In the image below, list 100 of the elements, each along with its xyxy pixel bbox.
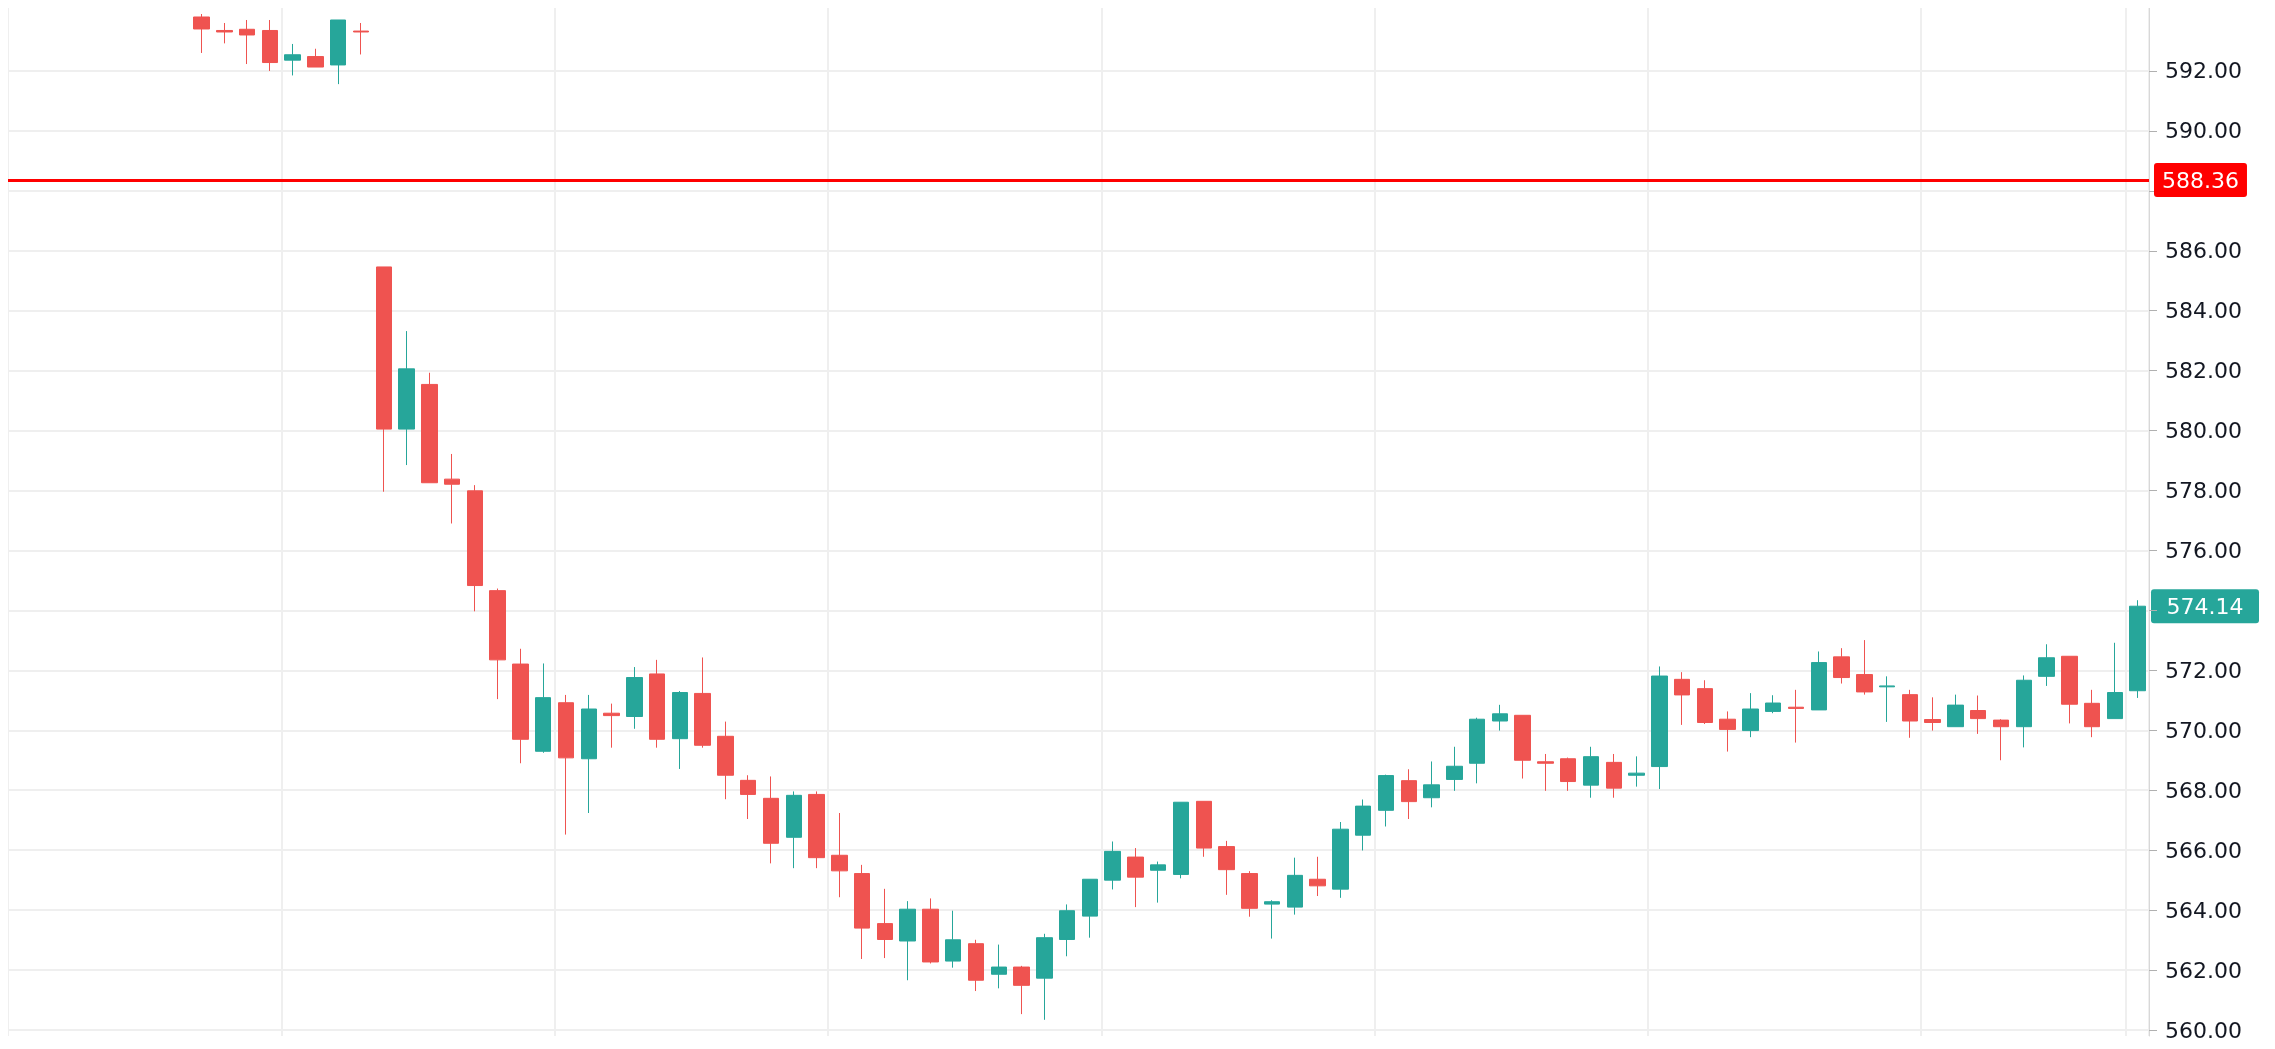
candlestick — [1560, 757, 1576, 792]
candlestick — [1104, 840, 1121, 890]
candlestick — [2084, 689, 2100, 738]
y-tick-label: 590.00 — [2165, 118, 2242, 144]
candlestick — [2016, 674, 2032, 748]
candlestick — [854, 864, 870, 960]
candlestick — [1651, 665, 1668, 790]
candlestick — [1993, 718, 2009, 761]
candlestick — [603, 703, 620, 749]
candlestick — [1765, 694, 1781, 714]
candlestick — [376, 266, 392, 493]
candlestick — [1401, 768, 1417, 820]
candlestick — [808, 790, 825, 869]
candlestick — [694, 656, 711, 749]
y-tick-label: 566.00 — [2165, 837, 2242, 863]
candlestick — [193, 13, 210, 54]
candlestick — [1196, 800, 1212, 858]
candlestick — [1218, 840, 1235, 896]
candlestick — [1879, 675, 1895, 723]
candlestick — [1264, 899, 1280, 940]
candlestick — [1697, 679, 1713, 725]
candlestick — [1674, 671, 1690, 726]
y-tick-label: 578.00 — [2165, 478, 2242, 504]
candlestick — [2061, 655, 2078, 724]
y-tick-label: 582.00 — [2165, 358, 2242, 384]
candlestick — [1788, 689, 1804, 744]
candlestick — [535, 662, 551, 754]
candlestick — [330, 19, 346, 85]
candlestick — [284, 43, 301, 76]
candlestick — [216, 22, 233, 44]
candlestick — [786, 790, 802, 869]
candlestick — [1833, 647, 1850, 685]
candlestick — [1173, 801, 1189, 879]
candlestick — [922, 897, 939, 964]
candlestick — [2129, 599, 2146, 699]
candlestick — [1856, 639, 1873, 696]
candlestick — [991, 944, 1007, 989]
candlestick — [489, 588, 506, 700]
candlestick — [1355, 799, 1371, 851]
candlestick — [1423, 760, 1440, 808]
ref-line-label: 588.36 — [2162, 167, 2239, 193]
y-tick-label: 562.00 — [2165, 957, 2242, 983]
candlestick — [1059, 903, 1075, 957]
candlestick — [1947, 694, 1964, 728]
candlestick — [1013, 965, 1030, 1015]
candlestick — [1378, 774, 1394, 827]
candlestick — [1537, 753, 1554, 792]
candlestick — [1241, 870, 1258, 918]
candlestick — [1446, 746, 1463, 792]
candlestick — [1150, 861, 1166, 904]
candlestick — [899, 900, 916, 981]
text: 574.14 — [2166, 593, 2244, 619]
candlestick — [398, 330, 415, 466]
candlestick — [1469, 717, 1485, 784]
candlestick — [558, 694, 574, 836]
candlestick — [1970, 695, 1986, 735]
candlestick — [1082, 878, 1098, 939]
candlestick — [353, 22, 369, 55]
candlestick — [626, 666, 643, 730]
candlestick — [512, 648, 529, 764]
candlestick — [1719, 710, 1736, 753]
candlestick — [649, 659, 665, 749]
candlestick — [968, 939, 984, 992]
candlestick — [1902, 689, 1918, 739]
candlestick — [1127, 847, 1144, 908]
candlestick — [672, 690, 688, 770]
candlestick — [1287, 857, 1303, 916]
candlestick — [831, 812, 848, 898]
y-tick-label: 584.00 — [2165, 298, 2242, 324]
y-tick-label: 580.00 — [2165, 418, 2242, 444]
y-tick-label: 570.00 — [2165, 717, 2242, 743]
candlestick — [1514, 714, 1531, 780]
candlestick — [1332, 821, 1349, 899]
candlestick — [1036, 933, 1053, 1021]
y-tick-label: 586.00 — [2165, 238, 2242, 264]
candlestick — [1742, 692, 1759, 738]
y-tick-label: 564.00 — [2165, 897, 2242, 923]
candlestick — [740, 774, 756, 820]
y-tick-label: 560.00 — [2165, 1017, 2242, 1043]
candlestick — [1583, 746, 1599, 799]
candlestick — [421, 372, 438, 484]
candlestick — [307, 48, 324, 68]
y-tick-label: 592.00 — [2165, 58, 2242, 84]
candlestick — [1606, 753, 1622, 799]
candlestick — [239, 19, 255, 65]
candlestick — [2107, 642, 2123, 720]
candlestick — [581, 694, 597, 814]
candlestick — [1628, 755, 1645, 788]
candlestick — [1811, 650, 1827, 711]
candlestick — [877, 888, 893, 959]
candlestick — [945, 910, 961, 969]
candlestick — [1492, 704, 1508, 732]
y-tick-label: 576.00 — [2165, 537, 2242, 563]
y-tick-label: 568.00 — [2165, 777, 2242, 803]
candlestick — [1924, 696, 1941, 732]
candlestick — [262, 19, 278, 72]
candlestick — [717, 721, 734, 800]
candlestick — [444, 453, 460, 524]
candlestick — [467, 484, 483, 612]
candlestick — [763, 775, 779, 864]
